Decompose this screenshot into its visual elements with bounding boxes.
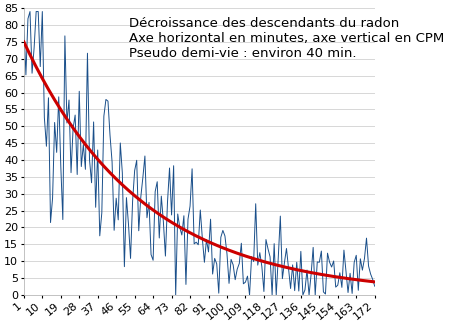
Text: Décroissance des descendants du radon
Axe horizontal en minutes, axe vertical en: Décroissance des descendants du radon Ax…	[129, 17, 444, 60]
